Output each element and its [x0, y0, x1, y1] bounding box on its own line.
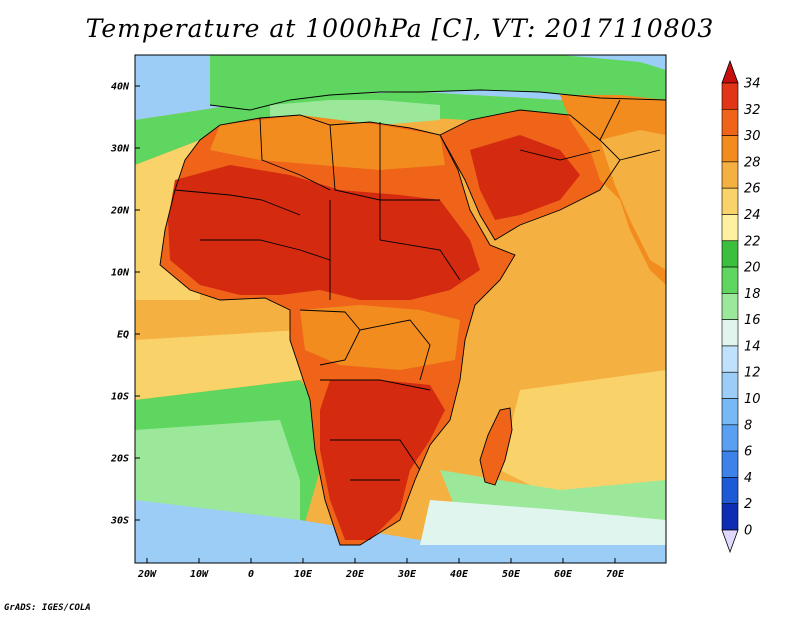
lon-tick-label: 10W	[190, 569, 209, 580]
colorbar-label: 8	[744, 418, 752, 433]
lon-tick-label: 50E	[502, 569, 521, 580]
colorbar-swatch	[721, 135, 739, 163]
colorbar-swatch	[721, 371, 739, 399]
lat-tick-label: 20N	[110, 206, 130, 217]
colorbar-swatch	[721, 240, 739, 268]
colorbar-over-triangle	[721, 59, 739, 84]
colorbar-swatch	[721, 108, 739, 136]
ocean-band-north-cool	[135, 92, 666, 165]
colorbar-swatch	[721, 345, 739, 373]
lon-tick-label: 20E	[345, 569, 365, 580]
colorbar-label: 12	[744, 366, 761, 381]
lat-tick-label: 10N	[111, 268, 130, 279]
lat-tick-label: 20S	[110, 454, 129, 465]
lon-tick-label: 60E	[554, 569, 573, 580]
lon-tick-label: 30E	[397, 569, 417, 580]
colorbar-swatch	[721, 293, 739, 320]
lon-tick-label: 70E	[606, 569, 625, 580]
colorbar-label: 18	[744, 287, 761, 302]
colorbar-swatch	[721, 477, 739, 505]
map-frame	[134, 54, 667, 564]
colorbar-label: 20	[744, 261, 761, 276]
colorbar-label: 14	[744, 339, 761, 354]
lat-tick-label: 30N	[110, 144, 130, 155]
lat-tick-label: 40N	[111, 82, 130, 93]
ocean-band-indian-yellow	[500, 370, 666, 500]
colorbar-swatch	[721, 214, 739, 242]
land-africa-hot-south	[320, 380, 445, 540]
country-borders	[159, 89, 666, 546]
ocean-band-south-atlantic-yellow	[135, 330, 320, 400]
colorbar-label: 0	[744, 524, 752, 539]
lon-tick-label: 10E	[294, 569, 313, 580]
lat-tick-label: 10S	[111, 392, 129, 403]
colorbar-label: 32	[744, 103, 761, 118]
map-plot-area	[135, 55, 666, 563]
ocean-band-south-cold	[135, 500, 666, 563]
lon-tick-label: 40E	[450, 569, 469, 580]
land-africa-mild-north	[210, 115, 445, 170]
credit-label: GrADS: IGES/COLA	[4, 603, 91, 613]
land-madagascar	[480, 408, 512, 485]
colorbar-label: 34	[744, 77, 761, 92]
land-africa-mild-eq	[300, 305, 460, 370]
colorbar-swatch	[721, 424, 739, 452]
colorbar-label: 6	[744, 445, 752, 460]
land-africa-hot-sahel	[168, 165, 480, 300]
lon-tick-label: 20W	[137, 569, 157, 580]
colorbar-swatch	[721, 266, 739, 294]
colorbar-label: 28	[744, 155, 761, 170]
colorbar-label: 2	[744, 497, 752, 512]
colorbar-label: 22	[744, 234, 761, 249]
colorbar-label: 26	[744, 182, 761, 197]
colorbar-label: 4	[744, 471, 752, 486]
colorbar-label: 30	[744, 129, 761, 144]
land-europe	[210, 55, 666, 110]
colorbar-label: 10	[744, 392, 761, 407]
colorbar-swatch	[721, 398, 739, 426]
colorbar-swatch	[721, 503, 739, 531]
colorbar-under-triangle	[721, 529, 739, 554]
land-arabia-hot	[470, 135, 580, 220]
ocean-band-indian-lightgreen	[420, 500, 666, 545]
colorbar-swatch	[721, 82, 739, 110]
axis-ticks: 40N 30N 20N 10N EQ 10S 20S 30S 20W 10W 0 10E 20E 30E 4…	[110, 82, 625, 581]
lat-tick-label: 30S	[110, 516, 129, 527]
map-title: Temperature at 1000hPa [C], VT: 20171108…	[85, 14, 715, 43]
lat-tick-label: EQ	[117, 330, 129, 341]
colorbar-swatch	[721, 319, 739, 347]
lon-tick-label: 0	[248, 569, 254, 580]
colorbar-label: 16	[744, 313, 761, 328]
colorbar-swatch	[721, 161, 739, 189]
colorbar-label: 24	[744, 208, 761, 223]
colorbar-swatch	[721, 450, 739, 478]
colorbar-swatch	[721, 187, 739, 215]
